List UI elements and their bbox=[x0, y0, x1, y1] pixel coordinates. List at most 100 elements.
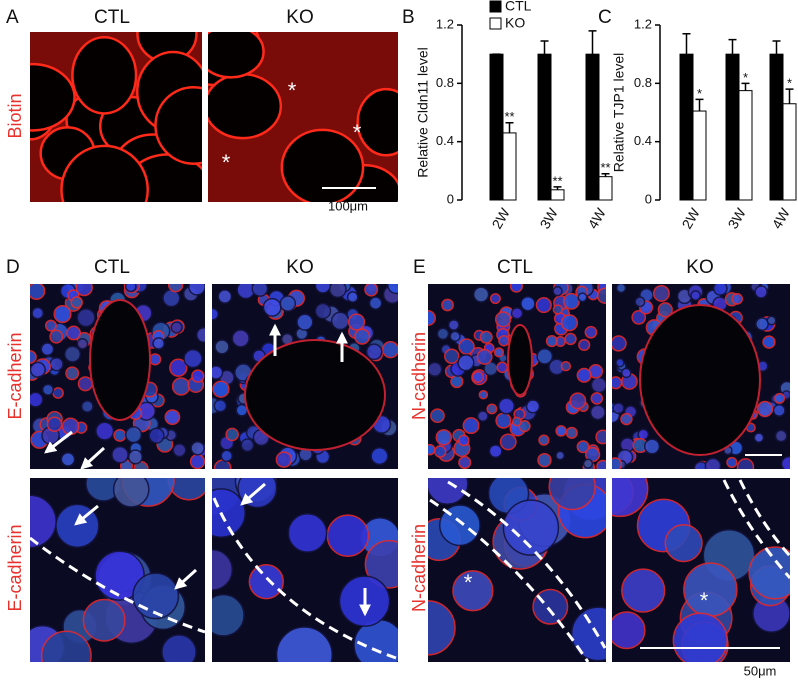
boundary bbox=[722, 479, 792, 579]
nucleus bbox=[462, 417, 480, 435]
nucleus bbox=[52, 387, 64, 399]
nucleus bbox=[596, 459, 606, 469]
nucleus bbox=[476, 410, 489, 422]
bar bbox=[738, 90, 753, 201]
asterisk: * bbox=[464, 570, 473, 595]
micrograph bbox=[30, 478, 205, 662]
bar bbox=[782, 103, 797, 201]
boundary bbox=[212, 497, 397, 660]
nucleus bbox=[188, 284, 205, 296]
bar bbox=[550, 189, 565, 201]
nucleus bbox=[364, 284, 379, 297]
nucleus bbox=[643, 438, 661, 455]
nucleus bbox=[111, 445, 129, 464]
nucleus bbox=[30, 350, 37, 364]
arrow bbox=[174, 568, 198, 590]
nucleus bbox=[70, 296, 83, 309]
nucleus bbox=[433, 445, 447, 458]
error-bar bbox=[540, 40, 549, 55]
tubule bbox=[60, 144, 149, 202]
nucleus bbox=[560, 360, 572, 372]
nucleus bbox=[726, 456, 738, 469]
panel-label: B bbox=[402, 7, 415, 28]
micrograph bbox=[212, 284, 398, 469]
nucleus bbox=[212, 488, 246, 538]
nucleus bbox=[161, 634, 197, 662]
significance: ** bbox=[504, 109, 514, 124]
nucleus bbox=[499, 433, 517, 451]
nucleus bbox=[570, 606, 606, 662]
stain-label: E-cadherin bbox=[5, 524, 25, 611]
nucleus bbox=[212, 548, 234, 591]
arrow bbox=[74, 504, 99, 526]
x-tick-label: 2W bbox=[678, 205, 703, 232]
significance: * bbox=[697, 86, 702, 101]
nucleus bbox=[497, 397, 515, 415]
micrograph bbox=[428, 284, 606, 469]
bar bbox=[598, 176, 613, 201]
nucleus bbox=[538, 434, 550, 446]
nucleus bbox=[774, 392, 786, 404]
nucleus bbox=[452, 570, 494, 612]
nucleus bbox=[428, 310, 436, 326]
y-tick-label: 0.4 bbox=[436, 133, 454, 148]
nucleus bbox=[30, 391, 44, 408]
lumen bbox=[507, 324, 533, 396]
lumen bbox=[639, 304, 761, 456]
nucleus bbox=[576, 440, 590, 454]
nucleus bbox=[631, 310, 647, 325]
x-tick-label: 3W bbox=[724, 205, 749, 232]
nucleus bbox=[657, 302, 673, 318]
nucleus bbox=[672, 612, 728, 662]
group-label: CTL bbox=[497, 257, 533, 278]
nucleus bbox=[564, 332, 577, 346]
panel-label: A bbox=[6, 7, 19, 28]
legend-swatch bbox=[489, 17, 502, 30]
stain-label: Biotin bbox=[5, 93, 25, 138]
nucleus bbox=[449, 330, 461, 342]
nucleus bbox=[30, 361, 46, 378]
bar bbox=[692, 110, 707, 201]
nucleus bbox=[509, 284, 523, 293]
nucleus bbox=[569, 392, 587, 410]
error-bar bbox=[553, 186, 562, 190]
nucleus bbox=[578, 338, 591, 352]
nucleus bbox=[212, 593, 245, 637]
nucleus bbox=[545, 334, 558, 348]
nucleus bbox=[77, 376, 93, 392]
legend-label: CTL bbox=[505, 0, 532, 14]
tubule bbox=[208, 73, 283, 140]
lumen bbox=[244, 339, 386, 451]
x-tick-label: 3W bbox=[536, 205, 561, 232]
y-axis-label: Relative TJP1 level bbox=[611, 53, 627, 173]
nucleus bbox=[95, 421, 115, 441]
group-label: KO bbox=[686, 257, 713, 278]
boundary bbox=[429, 498, 590, 663]
nucleus bbox=[189, 453, 205, 469]
error-bar bbox=[741, 82, 750, 91]
group-label: KO bbox=[286, 257, 313, 278]
nucleus bbox=[31, 306, 45, 320]
nucleus bbox=[212, 307, 220, 321]
nucleus bbox=[183, 348, 203, 369]
nucleus bbox=[314, 284, 332, 294]
y-tick-label: 0 bbox=[447, 191, 454, 206]
nucleus bbox=[370, 446, 389, 466]
nucleus bbox=[612, 376, 623, 390]
nucleus bbox=[457, 354, 475, 372]
nucleus bbox=[171, 377, 191, 396]
nucleus bbox=[615, 357, 625, 368]
nucleus bbox=[755, 317, 769, 331]
nucleus bbox=[213, 459, 232, 469]
nucleus bbox=[772, 403, 786, 417]
nucleus bbox=[368, 296, 383, 310]
nucleus bbox=[458, 434, 470, 447]
nucleus bbox=[248, 563, 284, 600]
panel-label: D bbox=[6, 257, 20, 278]
nucleus bbox=[296, 313, 314, 331]
nucleus bbox=[66, 325, 82, 341]
error-bar bbox=[728, 38, 737, 55]
nucleus bbox=[458, 338, 475, 355]
micrograph bbox=[30, 32, 202, 202]
nucleus bbox=[577, 292, 588, 303]
